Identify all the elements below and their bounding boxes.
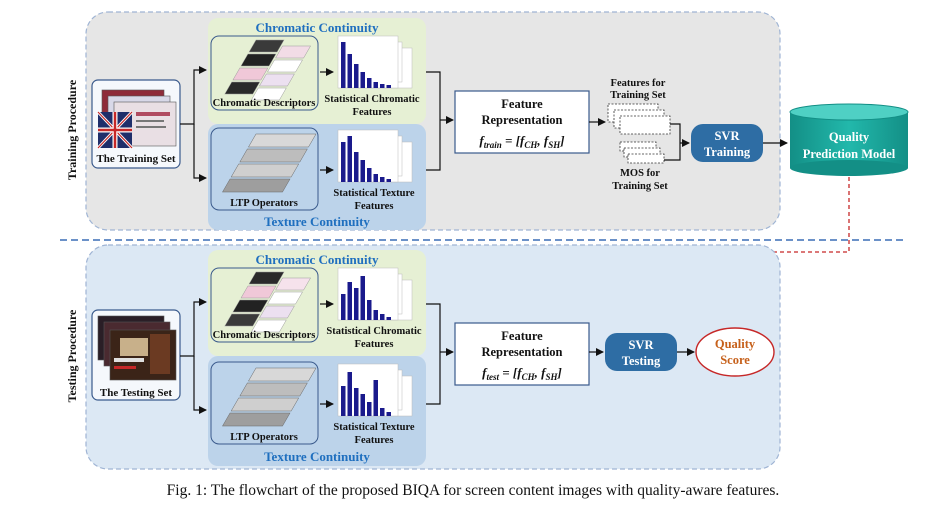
histogram-bar [341, 42, 346, 88]
testing-chromatic-descriptor-stack [210, 267, 319, 343]
testing-chromatic-title: Chromatic Continuity [256, 252, 379, 267]
histogram-bar [347, 136, 352, 182]
training-side-label: Training Procedure [65, 79, 79, 180]
histogram-bar [373, 310, 378, 320]
testing-chromatic-descriptors-label: Chromatic Descriptors [213, 330, 316, 341]
histogram-bar [341, 294, 346, 320]
testing-branch-arrows [180, 298, 207, 414]
testing-formula: ftest = [fCH, fSH] [482, 365, 562, 382]
training-mos-for-line2: Training Set [612, 181, 668, 192]
histogram-bar [360, 160, 365, 182]
histogram-bar [354, 64, 359, 88]
model-line2: Prediction Model [803, 147, 896, 161]
histogram-bar [380, 408, 385, 416]
training-chromatic-descriptors-label: Chromatic Descriptors [213, 98, 316, 109]
training-ltp-stack [210, 127, 319, 211]
histogram-bar [367, 168, 372, 182]
training-chromatic-histogram [337, 35, 413, 89]
histogram-bar [386, 85, 391, 88]
histogram-bar [386, 317, 391, 320]
training-chromatic-descriptor-stack [210, 35, 319, 111]
training-merge-arrows [426, 71, 454, 171]
histogram-bar [354, 288, 359, 320]
histogram-bar [380, 177, 385, 182]
training-chromatic-features-line2: Features [353, 107, 392, 118]
svr-testing-line2: Testing [622, 354, 661, 368]
training-ltp-label: LTP Operators [230, 198, 298, 209]
histogram-bar [360, 394, 365, 416]
histogram-bar [341, 386, 346, 416]
training-texture-features-line2: Features [355, 201, 394, 212]
training-mos-vectors [619, 141, 665, 164]
quality-score-ellipse [695, 327, 775, 377]
histogram-bar [347, 282, 352, 320]
histogram-bar [354, 152, 359, 182]
testing-texture-features-line2: Features [355, 435, 394, 446]
testing-ltp-stack [210, 361, 319, 445]
quality-score-line1: Quality [715, 337, 756, 351]
histogram-bar [354, 388, 359, 416]
training-chromatic-features-line1: Statistical Chromatic [324, 94, 420, 105]
testing-chromatic-features-line2: Features [355, 339, 394, 350]
histogram-bar [373, 174, 378, 182]
training-features-for-line1: Features for [611, 78, 666, 89]
training-texture-features-line1: Statistical Texture [333, 188, 415, 199]
svr-training-box [691, 124, 763, 162]
testing-chromatic-features-line1: Statistical Chromatic [326, 326, 422, 337]
testing-merge-arrows [426, 303, 454, 405]
testing-set-image [91, 309, 181, 401]
testing-chromatic-histogram [337, 267, 413, 321]
training-feature-representation-box [454, 90, 590, 154]
svr-training-line1: SVR [714, 129, 740, 143]
testing-ltp-label: LTP Operators [230, 432, 298, 443]
svr-testing-box [605, 333, 677, 371]
histogram-bar [367, 402, 372, 416]
training-set-image [91, 79, 181, 169]
svr-testing-line1: SVR [628, 338, 654, 352]
testing-set-label: The Testing Set [100, 387, 172, 399]
training-chromatic-title: Chromatic Continuity [256, 20, 379, 35]
training-features-for-line2: Training Set [610, 90, 666, 101]
histogram-bar [380, 314, 385, 320]
histogram-bar [341, 142, 346, 182]
testing-feature-rep-line2: Representation [481, 345, 562, 359]
training-branch-arrows [180, 66, 207, 182]
histogram-bar [386, 412, 391, 416]
biqa-flowchart: Training Procedure The Training Set Chro… [60, 11, 909, 470]
histogram-bar [347, 54, 352, 88]
histogram-bar [373, 380, 378, 416]
histogram-bar [360, 276, 365, 320]
testing-texture-features-line1: Statistical Texture [333, 422, 415, 433]
svr-training-line2: Training [704, 145, 751, 159]
testing-texture-title: Texture Continuity [264, 449, 370, 464]
histogram-bar [373, 82, 378, 88]
training-feature-rep-line2: Representation [481, 113, 562, 127]
training-feature-vectors [607, 103, 671, 135]
testing-texture-histogram [337, 363, 413, 417]
training-texture-title: Texture Continuity [264, 214, 370, 229]
quality-score-line2: Score [720, 353, 750, 367]
histogram-bar [367, 78, 372, 88]
training-panel [85, 11, 781, 231]
figure-caption: Fig. 1: The flowchart of the proposed BI… [166, 482, 780, 499]
training-texture-histogram [337, 129, 413, 183]
training-feature-rep-line1: Feature [501, 97, 543, 111]
training-set-label: The Training Set [96, 153, 175, 165]
histogram-bar [380, 84, 385, 88]
histogram-bar [360, 72, 365, 88]
training-mos-for-line1: MOS for [620, 168, 660, 179]
testing-feature-rep-line1: Feature [501, 329, 543, 343]
testing-feature-representation-box [454, 322, 590, 386]
training-formula: ftrain = [fCH, fSH] [479, 133, 564, 150]
model-line1: Quality [829, 130, 870, 144]
quality-prediction-model [789, 103, 909, 176]
training-to-svr-arrows [664, 123, 690, 161]
histogram-bar [347, 372, 352, 416]
histogram-bar [367, 300, 372, 320]
testing-side-label: Testing Procedure [65, 309, 79, 402]
histogram-bar [386, 179, 391, 182]
